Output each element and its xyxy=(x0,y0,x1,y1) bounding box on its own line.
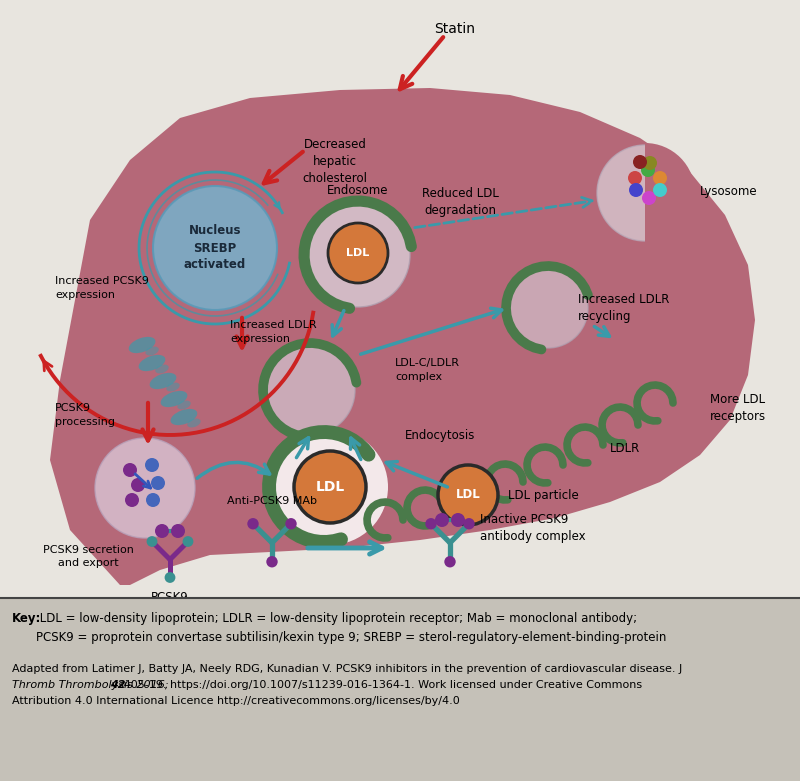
Text: LDL: LDL xyxy=(315,480,345,494)
Text: Nucleus
SREBP
activated: Nucleus SREBP activated xyxy=(184,224,246,272)
Ellipse shape xyxy=(161,390,187,407)
Circle shape xyxy=(131,478,145,492)
Circle shape xyxy=(182,536,194,547)
Circle shape xyxy=(642,191,656,205)
Text: Endosome: Endosome xyxy=(327,184,389,197)
Text: Thromb Thrombolysis 2016;: Thromb Thrombolysis 2016; xyxy=(12,680,169,690)
Circle shape xyxy=(451,513,465,527)
Circle shape xyxy=(643,156,657,170)
Circle shape xyxy=(171,524,185,538)
Circle shape xyxy=(266,556,278,568)
Text: Increased PCSK9
expression: Increased PCSK9 expression xyxy=(55,276,149,300)
Circle shape xyxy=(641,163,655,177)
Text: PCSK9: PCSK9 xyxy=(151,591,189,604)
Text: Adapted from Latimer J, Batty JA, Neely RDG, Kunadian V. PCSK9 inhibitors in the: Adapted from Latimer J, Batty JA, Neely … xyxy=(12,664,682,674)
Circle shape xyxy=(306,203,410,307)
Circle shape xyxy=(438,465,498,525)
Circle shape xyxy=(153,186,277,310)
Circle shape xyxy=(165,572,175,583)
Text: PCSK9
processing: PCSK9 processing xyxy=(55,404,115,426)
Text: LDL: LDL xyxy=(456,488,480,501)
Circle shape xyxy=(272,429,388,545)
Ellipse shape xyxy=(150,373,176,389)
Text: Statin: Statin xyxy=(434,22,475,36)
Text: Reduced LDL
degradation: Reduced LDL degradation xyxy=(422,187,498,217)
Text: Increased LDLR
recycling: Increased LDLR recycling xyxy=(578,293,670,323)
Text: LDL = low-density lipoprotein; LDLR = low-density lipoprotein receptor; Mab = mo: LDL = low-density lipoprotein; LDLR = lo… xyxy=(36,612,666,644)
PathPatch shape xyxy=(50,88,755,585)
Circle shape xyxy=(145,458,159,472)
Text: :405-19. https://doi.org/10.1007/s11239-016-1364-1. Work licensed under Creative: :405-19. https://doi.org/10.1007/s11239-… xyxy=(120,680,642,690)
Ellipse shape xyxy=(146,347,159,355)
Circle shape xyxy=(328,223,388,283)
Circle shape xyxy=(633,155,647,169)
Circle shape xyxy=(435,513,449,527)
Circle shape xyxy=(123,463,137,477)
Circle shape xyxy=(597,145,693,241)
Circle shape xyxy=(653,171,667,185)
Text: More LDL
receptors: More LDL receptors xyxy=(710,393,766,423)
Wedge shape xyxy=(645,143,695,243)
Text: Attribution 4.0 International Licence http://creativecommons.org/licenses/by/4.0: Attribution 4.0 International Licence ht… xyxy=(12,696,460,706)
Circle shape xyxy=(125,493,139,507)
Bar xyxy=(0,598,800,781)
Circle shape xyxy=(628,171,642,185)
Circle shape xyxy=(444,556,456,568)
Ellipse shape xyxy=(138,355,166,371)
Ellipse shape xyxy=(166,383,180,391)
Text: Increased LDLR
expression: Increased LDLR expression xyxy=(230,320,317,344)
Circle shape xyxy=(247,518,258,530)
Circle shape xyxy=(265,345,355,435)
Circle shape xyxy=(653,183,667,197)
Text: Endocytosis: Endocytosis xyxy=(405,429,475,441)
Text: Decreased
hepatic
cholesterol: Decreased hepatic cholesterol xyxy=(302,138,367,185)
Circle shape xyxy=(146,493,160,507)
Text: Anti-PCSK9 MAb: Anti-PCSK9 MAb xyxy=(227,496,317,506)
Text: LDLR: LDLR xyxy=(610,441,640,455)
Ellipse shape xyxy=(129,337,155,353)
Text: Key:: Key: xyxy=(12,612,42,625)
Circle shape xyxy=(294,451,366,523)
Circle shape xyxy=(629,183,643,197)
Text: Lysosome: Lysosome xyxy=(700,186,758,198)
Circle shape xyxy=(95,438,195,538)
Text: Inactive PCSK9
antibody complex: Inactive PCSK9 antibody complex xyxy=(480,513,586,543)
Circle shape xyxy=(146,536,158,547)
Text: LDL particle: LDL particle xyxy=(508,488,578,501)
Circle shape xyxy=(151,476,165,490)
Ellipse shape xyxy=(178,401,190,409)
Text: LDL-C/LDLR
complex: LDL-C/LDLR complex xyxy=(395,358,460,382)
Ellipse shape xyxy=(187,419,201,427)
Ellipse shape xyxy=(155,365,169,373)
Text: PCSK9 secretion
and export: PCSK9 secretion and export xyxy=(42,545,134,569)
Circle shape xyxy=(463,518,474,530)
Circle shape xyxy=(286,518,297,530)
Circle shape xyxy=(426,518,437,530)
Circle shape xyxy=(508,268,588,348)
Ellipse shape xyxy=(170,409,198,425)
Text: 42: 42 xyxy=(110,680,126,690)
Circle shape xyxy=(155,524,169,538)
Text: LDL: LDL xyxy=(346,248,370,258)
